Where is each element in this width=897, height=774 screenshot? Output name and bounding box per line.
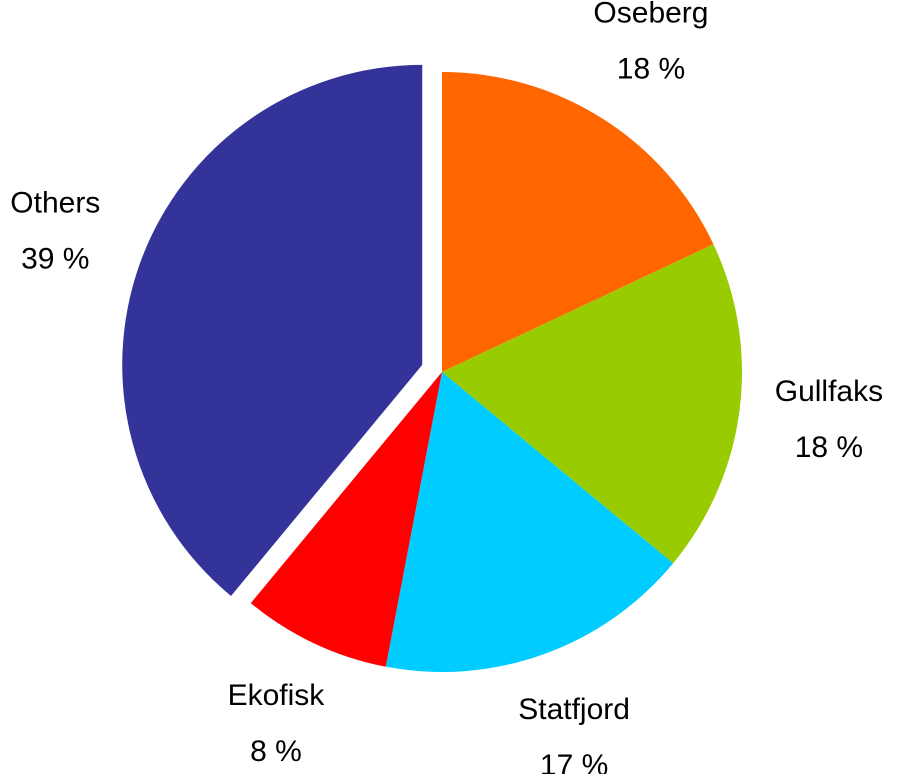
slice-name: Ekofisk — [228, 679, 326, 712]
slice-value: 18 % — [617, 53, 685, 86]
slice-value: 17 % — [540, 749, 608, 774]
slice-name: Statfjord — [518, 693, 630, 726]
slice-value: 18 % — [795, 431, 863, 464]
slice-name: Oseberg — [593, 0, 708, 30]
slice-value: 39 % — [21, 243, 89, 276]
slice-name: Others — [10, 187, 100, 220]
pie-slice — [250, 372, 442, 667]
slice-value: 8 % — [250, 735, 302, 768]
pie-slice — [122, 64, 423, 597]
slice-name: Gullfaks — [775, 375, 883, 408]
pie-slice — [385, 372, 674, 672]
pie-slice — [442, 244, 742, 564]
pie-slice — [442, 72, 714, 372]
